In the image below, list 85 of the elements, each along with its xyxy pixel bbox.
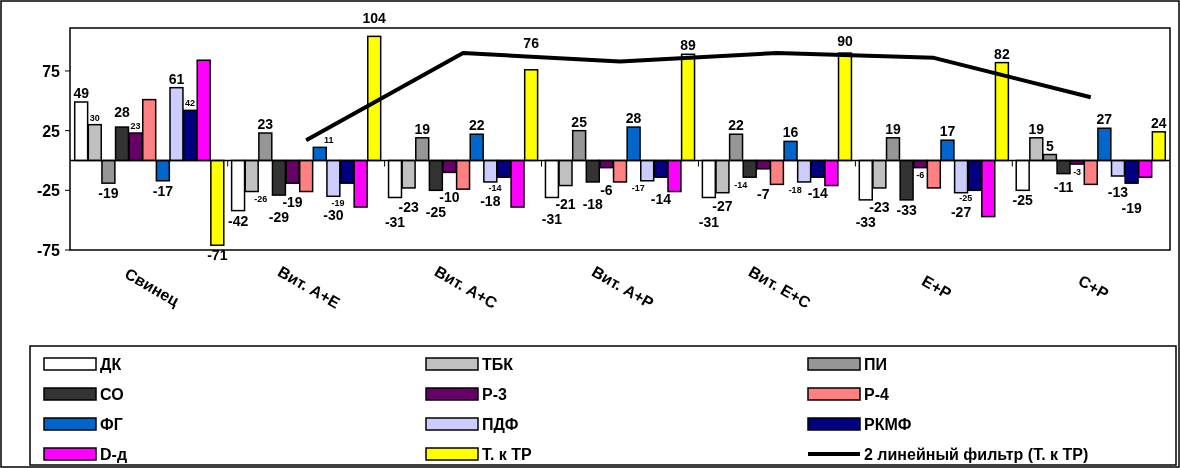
data-label: 76	[523, 34, 540, 51]
data-label: -25	[425, 204, 447, 221]
data-label: 82	[994, 45, 1010, 62]
data-label: -25	[959, 192, 973, 203]
x-tick-label: Вит. А+С	[431, 262, 501, 313]
data-label: -17	[152, 182, 174, 199]
data-label: 42	[185, 98, 196, 109]
y-tick-label: 75	[42, 62, 61, 80]
data-label: 49	[73, 85, 90, 101]
legend-label: Р-4	[864, 386, 889, 403]
data-label: 90	[837, 33, 853, 50]
data-label: -31	[698, 214, 720, 231]
data-label: -3	[1073, 166, 1082, 177]
y-tick-label: -25	[36, 182, 61, 200]
data-label: -14	[807, 185, 829, 202]
data-label: 19	[885, 120, 901, 137]
data-label: -42	[227, 212, 249, 229]
data-label: 22	[728, 117, 745, 134]
data-label: -25	[1012, 192, 1034, 209]
legend-label: ПДФ	[482, 416, 519, 433]
data-label: -23	[869, 198, 890, 215]
data-label: 5	[1046, 137, 1055, 154]
data-label: 22	[468, 117, 485, 134]
data-label: -19	[98, 185, 119, 202]
data-label: 11	[324, 135, 334, 146]
data-label: 24	[1151, 114, 1167, 131]
data-label: 23	[257, 116, 274, 133]
data-label: -14	[488, 182, 502, 193]
data-label: -71	[207, 247, 228, 264]
x-tick-label: Вит. А+Р	[588, 262, 657, 312]
data-label: -6	[600, 181, 613, 198]
data-label: -18	[788, 184, 802, 195]
legend-label: РКМФ	[864, 416, 912, 433]
data-label: -18	[480, 192, 501, 209]
data-label: -19	[1121, 200, 1142, 217]
data-label: -26	[254, 194, 268, 205]
data-label: -14	[650, 191, 672, 208]
data-label: 104	[362, 10, 387, 27]
data-label: 89	[680, 37, 697, 54]
data-label: 19	[1028, 120, 1045, 137]
legend-label: ФГ	[100, 416, 123, 433]
legend-label: Р-3	[482, 386, 507, 403]
data-label: -10	[439, 189, 460, 206]
data-label: -29	[268, 209, 290, 225]
x-tick-label: Е+Р	[919, 272, 955, 303]
data-label: -18	[582, 195, 604, 212]
y-tick-label: -75	[36, 242, 61, 259]
data-label: -31	[541, 211, 563, 228]
data-label: -14	[734, 179, 748, 190]
data-label: -27	[712, 197, 733, 214]
data-label: -23	[398, 198, 419, 215]
data-label: 61	[168, 70, 185, 87]
data-label: -31	[384, 214, 406, 231]
data-label: 27	[1096, 111, 1113, 128]
data-label: -19	[331, 197, 345, 208]
legend-label: D-д	[100, 446, 128, 463]
data-label: 23	[130, 121, 141, 132]
x-tick-label: С+Р	[1075, 271, 1112, 303]
data-label: -30	[323, 207, 344, 224]
data-label: -21	[555, 196, 576, 213]
legend-label: 2 линейный фильтр (Т. к ТР)	[864, 446, 1089, 463]
data-label: -17	[631, 183, 645, 194]
legend-label: ТБК	[482, 356, 514, 373]
data-label: -11	[1053, 178, 1074, 195]
data-label: -6	[916, 170, 925, 181]
data-label: 30	[89, 112, 100, 123]
data-label: 16	[782, 124, 799, 141]
x-tick-label: Вит. А+Е	[275, 262, 344, 312]
data-label: -7	[757, 185, 770, 202]
data-label: -13	[1107, 183, 1129, 200]
data-label: 25	[571, 113, 588, 130]
data-label: 19	[414, 120, 431, 137]
data-label: -33	[855, 213, 877, 230]
legend-label: ДК	[100, 356, 122, 373]
data-label: -33	[896, 201, 917, 218]
legend-label: СО	[100, 386, 124, 403]
data-label: -19	[282, 194, 303, 211]
data-label: -27	[950, 203, 972, 220]
legend-label: ПИ	[864, 356, 887, 373]
y-tick-label: 25	[42, 122, 61, 140]
legend-label: Т. к ТР	[482, 446, 533, 463]
data-label: 28	[625, 110, 642, 127]
data-label: 17	[939, 123, 956, 140]
x-tick-label: Вит. Е+С	[745, 262, 814, 312]
data-label: 28	[114, 104, 131, 121]
